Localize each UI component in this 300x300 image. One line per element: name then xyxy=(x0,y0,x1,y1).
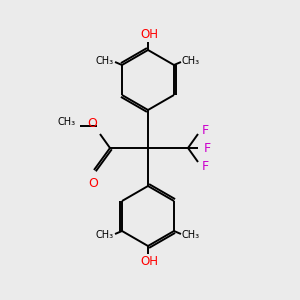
Text: CH₃: CH₃ xyxy=(182,230,200,240)
Text: O: O xyxy=(87,117,97,130)
Text: OH: OH xyxy=(140,28,158,41)
Text: OH: OH xyxy=(140,255,158,268)
Text: F: F xyxy=(204,142,211,154)
Text: F: F xyxy=(202,124,209,136)
Text: O: O xyxy=(88,177,98,190)
Text: CH₃: CH₃ xyxy=(96,56,114,66)
Text: CH₃: CH₃ xyxy=(182,56,200,66)
Text: CH₃: CH₃ xyxy=(58,117,76,127)
Text: CH₃: CH₃ xyxy=(96,230,114,240)
Text: F: F xyxy=(202,160,209,172)
